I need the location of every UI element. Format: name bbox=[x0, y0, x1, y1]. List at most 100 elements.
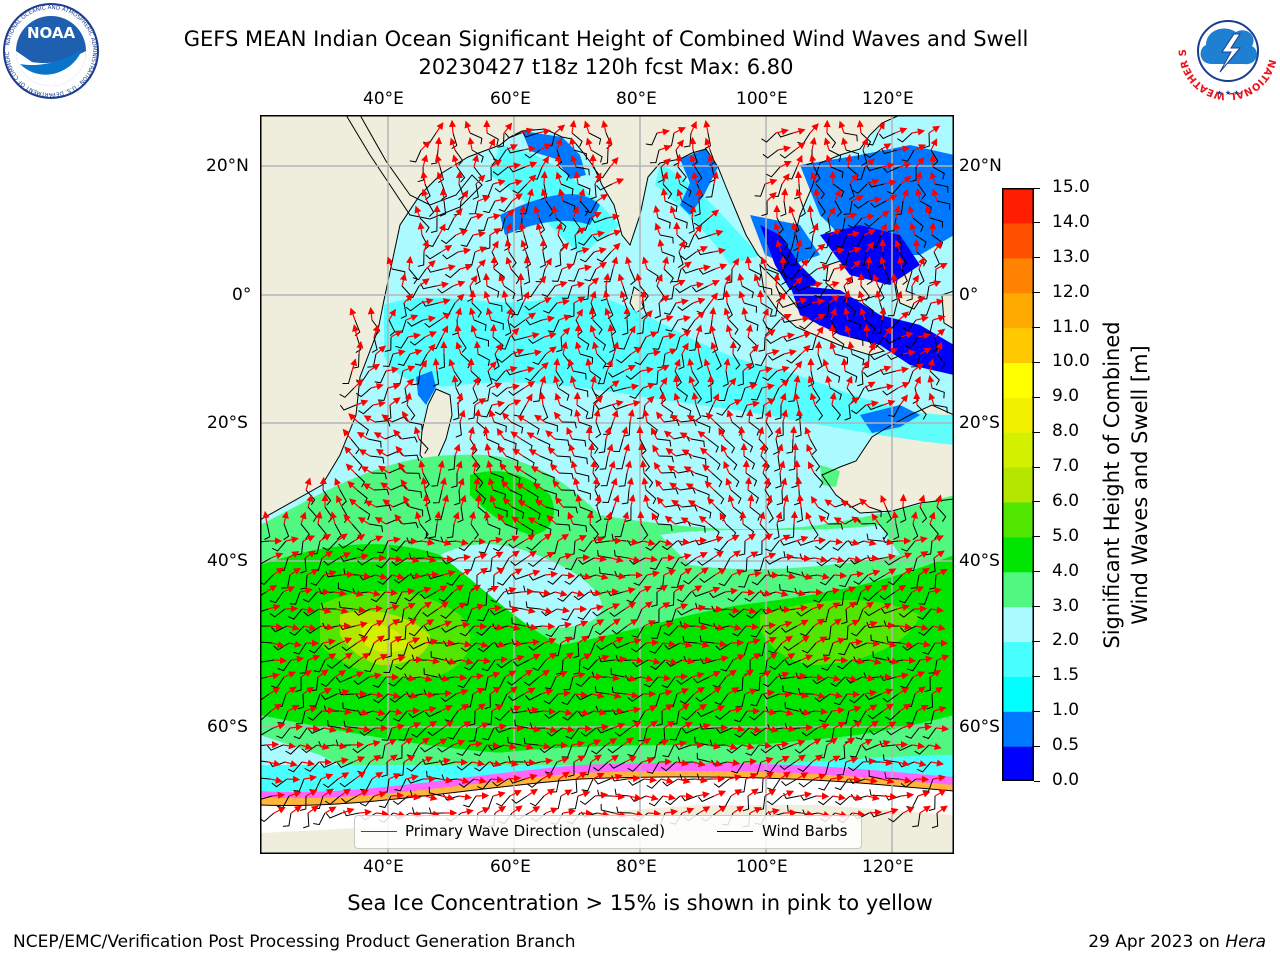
wind-barb bbox=[524, 149, 541, 159]
wind-barb bbox=[758, 438, 769, 454]
wind-barb bbox=[816, 557, 833, 567]
colorbar-tick-mark bbox=[1034, 222, 1040, 224]
wind-barb bbox=[887, 404, 901, 418]
wave-direction-arrow bbox=[879, 238, 887, 253]
wind-barb bbox=[451, 473, 458, 488]
colorbar-segment bbox=[1002, 501, 1034, 538]
wind-barb bbox=[557, 387, 570, 401]
wind-barb bbox=[477, 608, 490, 622]
wind-barb bbox=[453, 404, 460, 421]
wind-barb bbox=[505, 369, 523, 376]
wind-barb bbox=[891, 285, 898, 302]
lat-label-left-20s: 20°S bbox=[207, 413, 248, 433]
wave-direction-arrow bbox=[589, 673, 604, 681]
wind-barb bbox=[800, 200, 806, 218]
wind-barb bbox=[936, 506, 947, 522]
wind-barb bbox=[496, 659, 513, 669]
wind-barb bbox=[663, 302, 677, 315]
wind-barb bbox=[408, 421, 423, 431]
footer-date: 29 Apr 2023 on Hera bbox=[1088, 932, 1266, 952]
wind-barb bbox=[690, 438, 705, 448]
wind-barb bbox=[756, 404, 765, 420]
wave-direction-arrow bbox=[714, 724, 729, 732]
wind-barb bbox=[712, 336, 719, 354]
wind-barb bbox=[730, 336, 742, 352]
colorbar-segment bbox=[1002, 432, 1034, 468]
wind-barb bbox=[364, 659, 377, 673]
wind-barb bbox=[783, 642, 800, 652]
sea-ice-note: Sea Ice Concentration > 15% is shown in … bbox=[347, 891, 933, 915]
wind-barb bbox=[490, 319, 504, 330]
wind-barb bbox=[715, 353, 722, 371]
wind-barb bbox=[801, 268, 818, 278]
wind-barb bbox=[857, 370, 864, 387]
wind-barb bbox=[409, 642, 426, 650]
wind-barb bbox=[869, 574, 886, 583]
wind-barb bbox=[579, 251, 595, 263]
wind-barb bbox=[828, 149, 842, 162]
wind-barb bbox=[676, 234, 688, 250]
wind-barb bbox=[674, 217, 688, 229]
wind-barb bbox=[542, 404, 549, 422]
wind-barb bbox=[579, 200, 590, 217]
colorbar-tick-label: 5.0 bbox=[1052, 525, 1080, 546]
wind-barb bbox=[832, 336, 845, 351]
wind-barb bbox=[636, 319, 645, 335]
wind-barb bbox=[817, 200, 826, 217]
colorbar-tick-label: 2.0 bbox=[1052, 630, 1080, 651]
wind-barb bbox=[438, 591, 454, 603]
wind-barb bbox=[545, 625, 560, 638]
wind-barb bbox=[427, 266, 444, 273]
wind-barb bbox=[861, 522, 878, 530]
wind-barb bbox=[906, 659, 921, 672]
wind-barb bbox=[751, 574, 767, 586]
wind-barb bbox=[829, 387, 842, 401]
wind-barb bbox=[558, 166, 570, 181]
wind-barb bbox=[472, 387, 479, 405]
wind-barb bbox=[780, 251, 790, 268]
wind-barb bbox=[260, 641, 273, 644]
wind-barb bbox=[260, 625, 271, 627]
wind-barb bbox=[526, 540, 542, 551]
wave-direction-arrow bbox=[321, 707, 336, 715]
wind-barb bbox=[302, 591, 318, 603]
wind-barb bbox=[478, 642, 494, 653]
colorbar-label: Significant Height of Combined Wind Wave… bbox=[1100, 321, 1152, 649]
wind-barb bbox=[358, 506, 371, 521]
wind-barb bbox=[836, 234, 848, 248]
chart-subtitle: 20230427 t18z 120h fcst Max: 6.80 bbox=[418, 55, 794, 79]
wave-direction-arrow bbox=[638, 442, 646, 457]
wind-barb bbox=[368, 523, 383, 533]
wind-barb bbox=[660, 471, 677, 479]
wave-direction-arrow bbox=[539, 238, 547, 253]
wind-barb bbox=[584, 200, 598, 214]
lat-label-right-60s: 60°S bbox=[959, 717, 1000, 737]
wind-barb bbox=[438, 353, 446, 370]
wind-barb bbox=[472, 183, 479, 200]
wind-barb bbox=[853, 200, 870, 209]
wind-barb bbox=[326, 659, 343, 669]
wave-direction-arrow bbox=[645, 639, 660, 647]
wave-direction-arrow bbox=[742, 459, 750, 474]
wind-barb bbox=[397, 353, 411, 366]
wind-barb bbox=[555, 370, 564, 387]
wind-barb bbox=[612, 642, 630, 649]
wind-barb bbox=[887, 302, 898, 317]
wind-barb bbox=[355, 387, 372, 398]
wind-barb bbox=[761, 200, 768, 217]
wind-barb bbox=[629, 268, 636, 286]
wind-barb bbox=[357, 421, 370, 436]
wind-barb bbox=[789, 251, 799, 266]
wind-barb bbox=[874, 319, 883, 335]
colorbar-segment bbox=[1002, 571, 1034, 608]
wind-barb bbox=[694, 200, 701, 217]
wind-barb bbox=[865, 165, 883, 172]
wind-barb bbox=[772, 438, 780, 455]
wind-barb bbox=[492, 540, 508, 552]
wind-barb bbox=[694, 166, 703, 183]
wind-barb bbox=[557, 591, 573, 602]
wind-barb bbox=[527, 421, 540, 435]
wind-barb bbox=[902, 319, 917, 332]
wind-barb bbox=[918, 268, 925, 286]
wind-barb bbox=[838, 642, 851, 656]
